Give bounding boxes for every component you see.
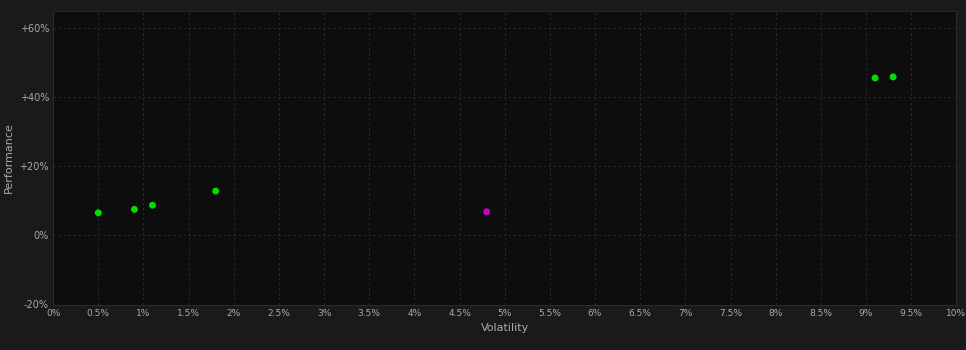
Y-axis label: Performance: Performance (4, 122, 14, 193)
Point (127, 206, 142, 212)
Point (867, 75, 883, 81)
X-axis label: Volatility: Volatility (481, 323, 528, 333)
Point (208, 188, 223, 194)
Point (145, 202, 160, 208)
Point (91, 210, 106, 216)
Point (479, 209, 495, 215)
Point (886, 74, 901, 80)
